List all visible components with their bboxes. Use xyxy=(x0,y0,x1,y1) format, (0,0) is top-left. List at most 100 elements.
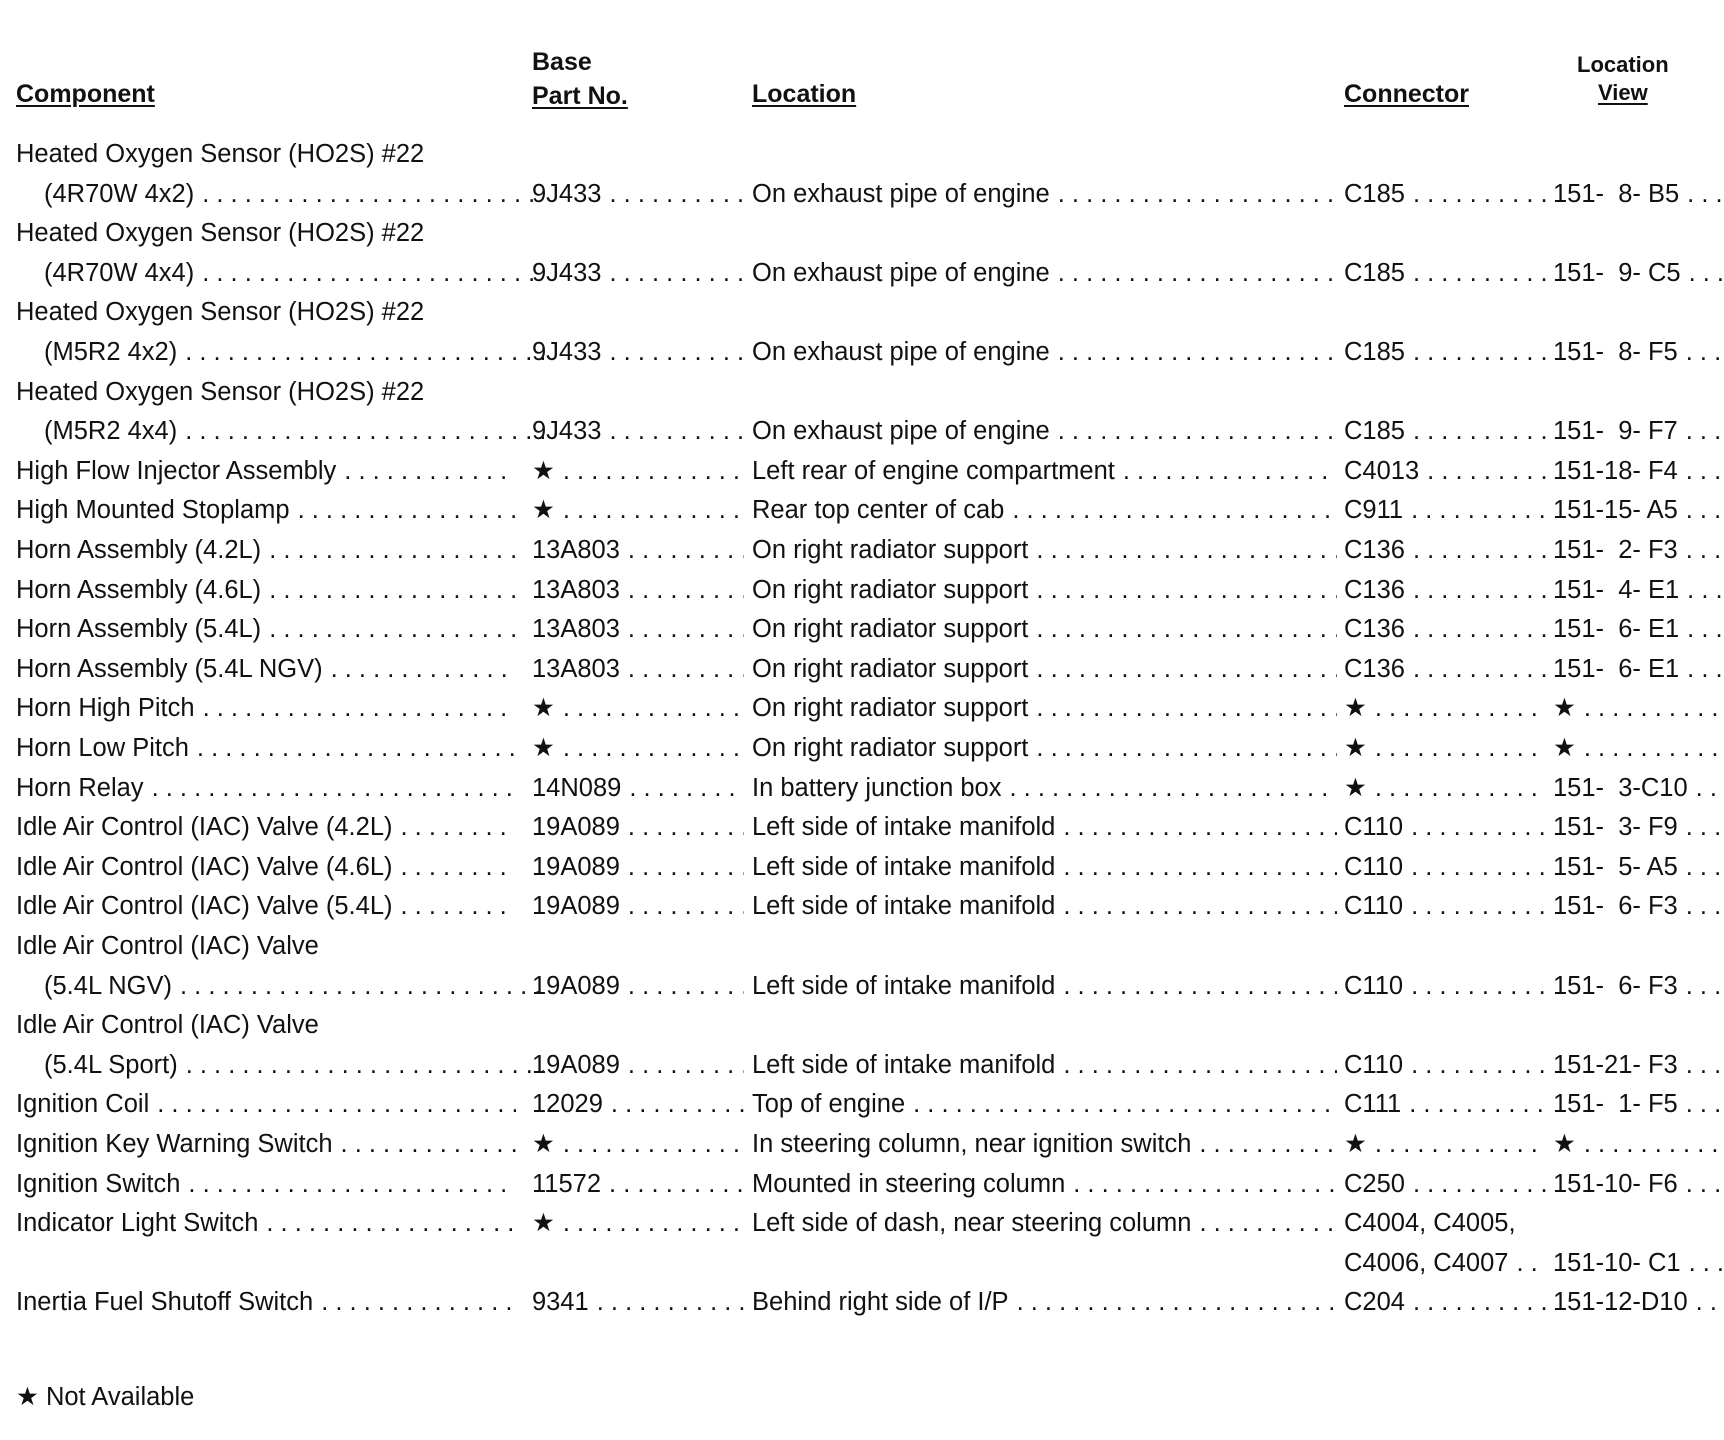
location-cell: In battery junction box xyxy=(752,768,1337,808)
cell-text: 151-18- F4 xyxy=(1553,456,1678,485)
table-row: Heated Oxygen Sensor (HO2S) #22 xyxy=(0,134,1724,174)
cell-text: C250 xyxy=(1344,1169,1405,1198)
table-row: Ignition Key Warning Switch ★ In steering … xyxy=(0,1124,1724,1164)
cell-text: 151- 6- E1 xyxy=(1553,654,1680,683)
view-cell: 151- 6- E1 xyxy=(1553,609,1724,649)
location-cell: On exhaust pipe of engine xyxy=(752,411,1337,451)
component-cell: Idle Air Control (IAC) Valve (4.2L) xyxy=(16,807,516,847)
dot-leader xyxy=(609,332,744,372)
table-row: (5.4L NGV) 19A089 Left side of intake mani… xyxy=(0,966,1724,1006)
table-row: Heated Oxygen Sensor (HO2S) #22 xyxy=(0,292,1724,332)
part-cell: ★ xyxy=(532,451,744,491)
cell-text: 9J433 xyxy=(532,258,602,287)
table-row: Idle Air Control (IAC) Valve (4.6L) 19A08… xyxy=(0,847,1724,887)
dot-leader xyxy=(1123,451,1337,491)
table-row: Ignition Coil 12029 Top of engine C111 151- … xyxy=(0,1084,1724,1124)
location-cell: On right radiator support xyxy=(752,728,1337,768)
dot-leader xyxy=(1427,451,1547,491)
dot-leader xyxy=(188,1164,516,1204)
cell-text: ★ xyxy=(532,456,555,485)
location-cell: Left side of intake manifold xyxy=(752,966,1337,1006)
dot-leader xyxy=(1375,1124,1547,1164)
table-row: Horn Assembly (5.4L NGV) 13A803 On right r… xyxy=(0,649,1724,689)
cell-text: (M5R2 4x2) xyxy=(44,338,178,366)
dot-leader xyxy=(1058,174,1337,214)
dot-leader xyxy=(1413,174,1547,214)
dot-leader xyxy=(1009,768,1337,808)
cell-text: 151- 3-C10 xyxy=(1553,773,1688,802)
connector-cell: C136 xyxy=(1344,570,1547,610)
view-cell: 151- 3-C10 xyxy=(1553,768,1724,808)
cell-text: 13A803 xyxy=(532,654,620,683)
location-cell: On right radiator support xyxy=(752,570,1337,610)
dot-leader xyxy=(1516,1243,1547,1283)
cell-text: 151- 5- A5 xyxy=(1553,852,1678,881)
dot-leader xyxy=(1375,768,1547,808)
cell-text: 151- 6- F3 xyxy=(1553,971,1678,1000)
cell-text: Left side of dash, near steering column xyxy=(752,1209,1192,1238)
dot-leader xyxy=(1073,1164,1337,1204)
cell-text: ★ xyxy=(532,694,555,723)
location-cell: Mounted in steering column xyxy=(752,1164,1337,1204)
cell-text: 19A089 xyxy=(532,971,620,1000)
cell-text: C4013 xyxy=(1344,456,1420,485)
location-cell: In steering column, near ignition switch xyxy=(752,1124,1337,1164)
cell-text: Left side of intake manifold xyxy=(752,813,1056,842)
cell-text: C185 xyxy=(1344,258,1405,287)
location-cell: Behind right side of I/P xyxy=(752,1282,1337,1322)
location-cell: On exhaust pipe of engine xyxy=(752,332,1337,372)
cell-text: ★ xyxy=(532,1130,555,1158)
cell-text: 151- 8- B5 xyxy=(1553,179,1680,208)
view-cell: 151- 9- F7 xyxy=(1553,411,1724,451)
cell-text: 9J433 xyxy=(532,179,602,208)
cell-text: 151- 8- F5 xyxy=(1553,338,1678,366)
view-cell: 151- 8- B5 xyxy=(1553,174,1724,214)
connector-cell: C110 xyxy=(1344,847,1547,887)
cell-text: 151-15- A5 xyxy=(1553,496,1678,525)
cell-text: 19A089 xyxy=(532,1050,620,1079)
location-cell: Left side of intake manifold xyxy=(752,807,1337,847)
dot-leader xyxy=(1687,609,1724,649)
dot-leader xyxy=(1413,253,1547,293)
cell-text: ★ xyxy=(1344,734,1367,762)
table-row: (4R70W 4x2) 9J433 On exhaust pipe of engin… xyxy=(0,174,1724,214)
cell-text: ★ xyxy=(1344,773,1367,802)
part-cell: 19A089 xyxy=(532,966,744,1006)
dot-leader xyxy=(1686,966,1724,1006)
dot-leader xyxy=(152,768,516,808)
part-cell: 9J433 xyxy=(532,332,744,372)
cell-text: ★ xyxy=(1553,1130,1576,1158)
cell-text: Horn Low Pitch xyxy=(16,734,189,762)
cell-text: ★ xyxy=(532,1209,555,1238)
connector-cell: C136 xyxy=(1344,609,1547,649)
dot-leader xyxy=(563,688,744,728)
cell-text: 151- 2- F3 xyxy=(1553,536,1678,564)
location-cell: Left side of dash, near steering column xyxy=(752,1203,1337,1243)
table-row: (M5R2 4x2) 9J433 On exhaust pipe of engine… xyxy=(0,332,1724,372)
header-part-top: Base xyxy=(532,48,592,76)
dot-leader xyxy=(1058,253,1337,293)
location-cell: Left side of intake manifold xyxy=(752,886,1337,926)
cell-text: 151- 3- F9 xyxy=(1553,813,1678,842)
part-cell: 14N089 xyxy=(532,768,744,808)
dot-leader xyxy=(344,451,516,491)
dot-leader xyxy=(609,1164,744,1204)
connector-cell: C185 xyxy=(1344,253,1547,293)
component-cell: Idle Air Control (IAC) Valve (4.6L) xyxy=(16,847,516,887)
dot-leader xyxy=(1012,490,1337,530)
cell-text: In battery junction box xyxy=(752,773,1002,802)
dot-leader xyxy=(628,847,744,887)
cell-text: 19A089 xyxy=(532,852,620,881)
cell-text: 151-10- C1 xyxy=(1553,1248,1681,1277)
dot-leader xyxy=(1413,530,1547,570)
dot-leader xyxy=(1686,332,1724,372)
table-row: Inertia Fuel Shutoff Switch 9341 Behind ri… xyxy=(0,1282,1724,1322)
cell-text: On right radiator support xyxy=(752,536,1029,564)
dot-leader xyxy=(1063,807,1337,847)
view-cell: 151- 9- C5 xyxy=(1553,253,1724,293)
dot-leader xyxy=(1686,411,1724,451)
view-cell: ★ xyxy=(1553,728,1724,768)
cell-text: Idle Air Control (IAC) Valve (5.4L) xyxy=(16,892,393,921)
component-cell: Horn Assembly (5.4L NGV) xyxy=(16,649,516,689)
dot-leader xyxy=(1686,1164,1724,1204)
